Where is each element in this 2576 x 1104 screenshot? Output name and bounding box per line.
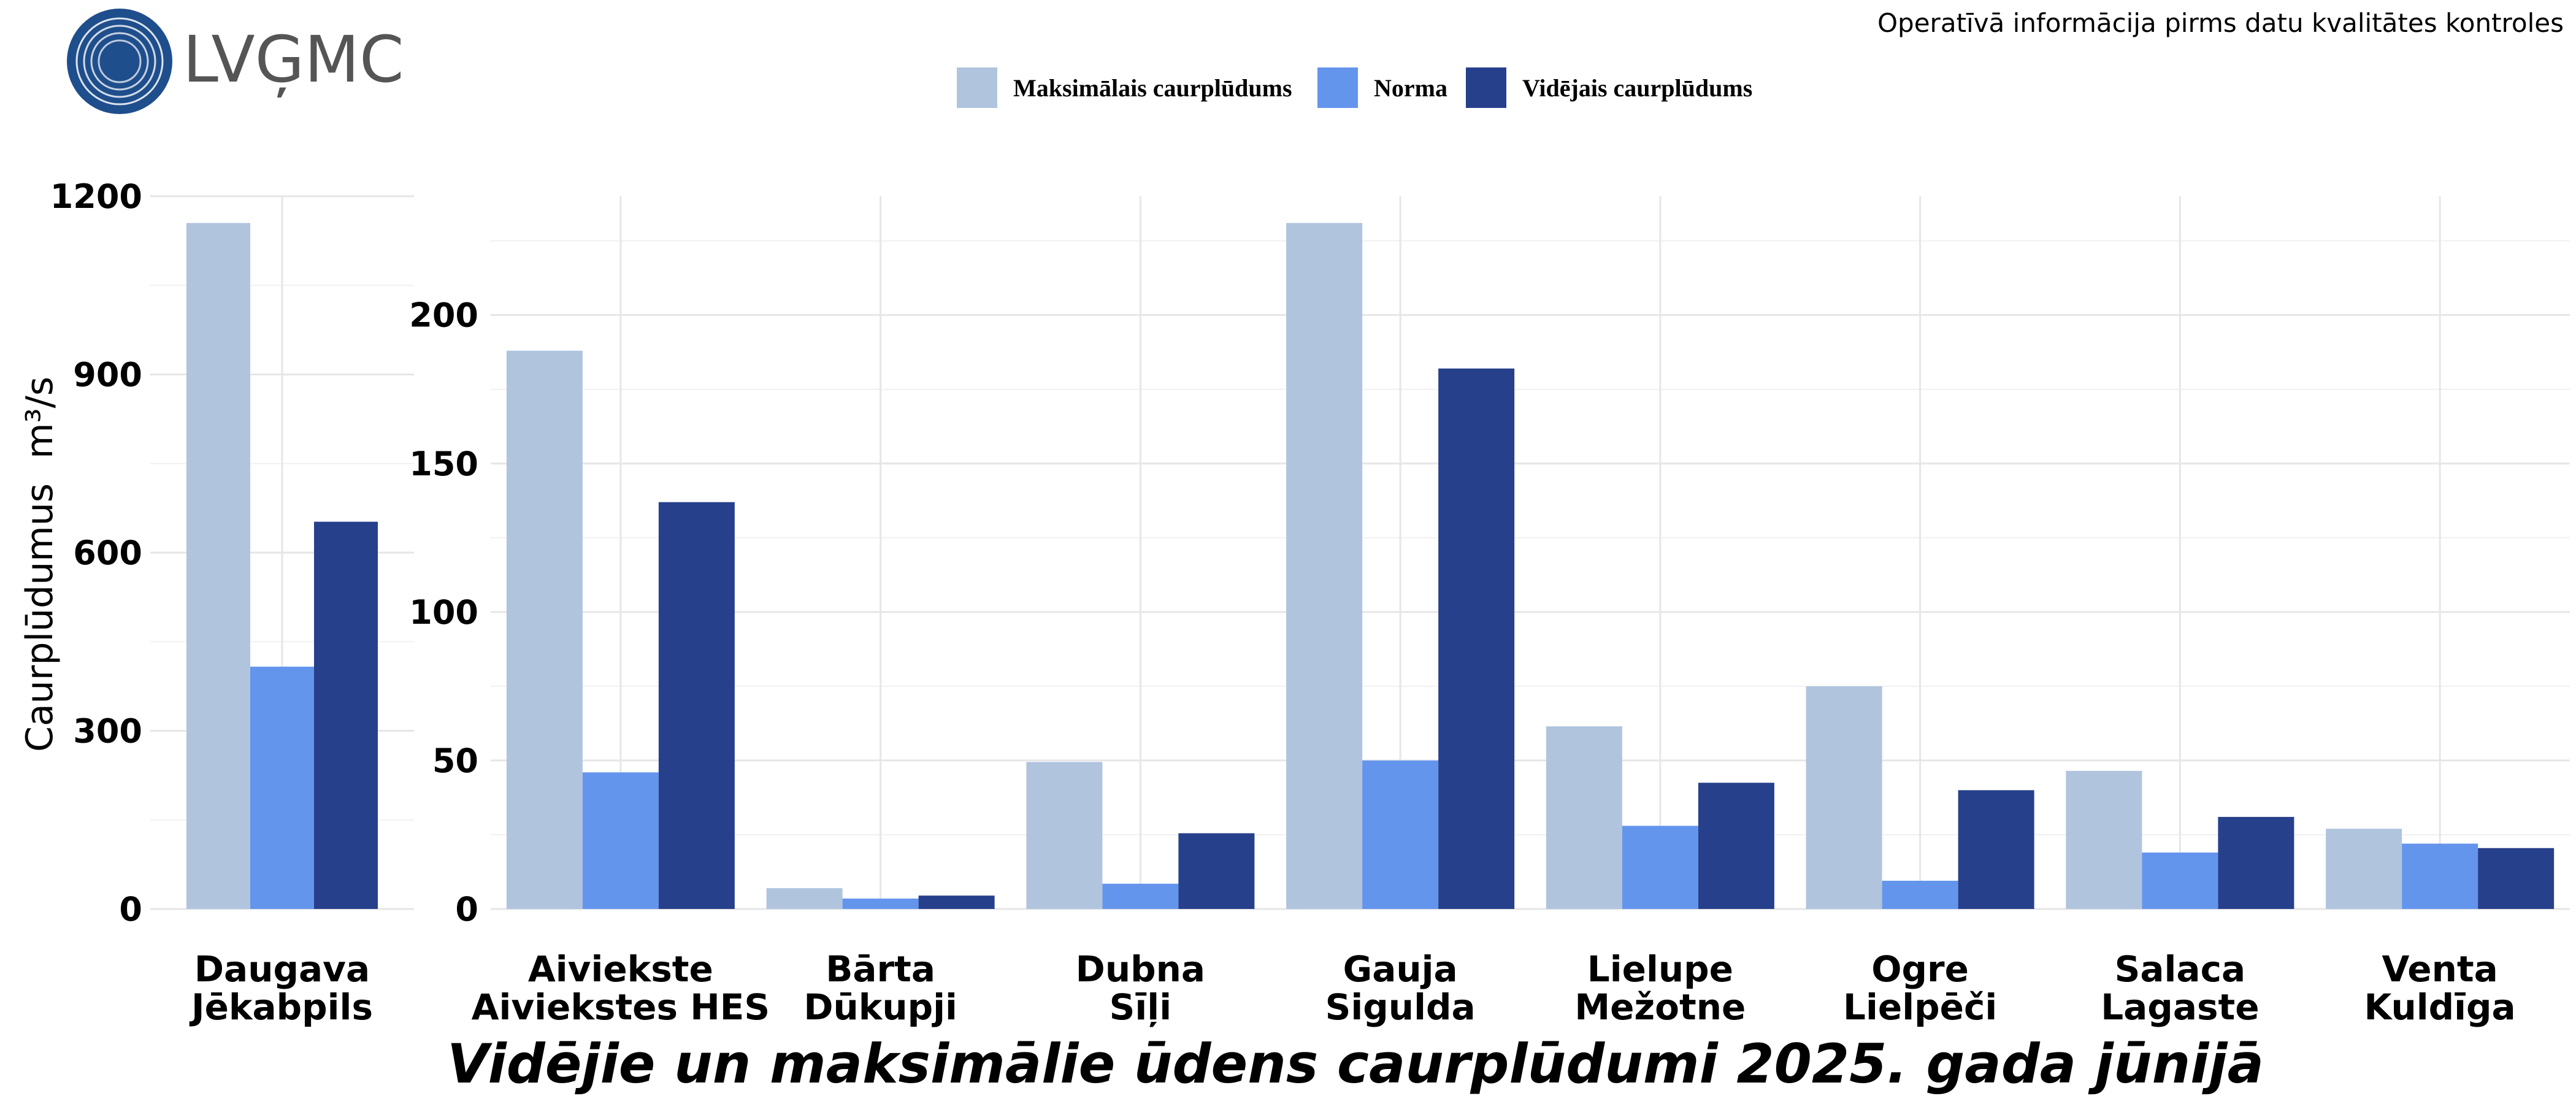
legend-swatch-avg: [1466, 67, 1506, 108]
bar: [1622, 826, 1698, 909]
bar: [314, 521, 378, 909]
bar: [1438, 368, 1515, 909]
y-tick-label: 50: [432, 742, 478, 780]
bar: [2326, 829, 2402, 909]
x-tick-label: Daugava: [194, 948, 370, 990]
x-tick-label: Mežotne: [1574, 986, 1746, 1028]
bar: [250, 666, 314, 909]
legend-label-max: Maksimālais caurplūdums: [1013, 74, 1292, 102]
x-tick-label: Aiviekstes HES: [472, 986, 770, 1028]
y-axis-unit: m³/s: [18, 377, 61, 459]
bar: [2142, 853, 2218, 909]
bar: [2478, 848, 2555, 909]
x-tick-label: Lielupe: [1587, 948, 1733, 990]
x-tick-label: Aiviekste: [528, 948, 713, 990]
bar: [918, 895, 995, 909]
y-tick-label: 1200: [50, 177, 142, 216]
bar: [1882, 881, 1958, 909]
logo-text: LVĢMC: [183, 22, 404, 98]
legend-swatch-max: [957, 67, 997, 108]
lvgmc-logo: LVĢMC: [67, 9, 404, 114]
legend-label-norm: Norma: [1374, 74, 1447, 102]
bar: [186, 223, 250, 910]
x-tick-label: Lielpēči: [1843, 986, 1997, 1028]
x-tick-label: Dūkupji: [803, 986, 957, 1028]
bar: [582, 772, 659, 909]
bar: [506, 350, 583, 909]
x-tick-label: Kuldīga: [2364, 986, 2516, 1028]
x-tick-label: Sigulda: [1325, 986, 1476, 1028]
x-tick-label: Salaca: [2115, 948, 2245, 990]
x-tick-label: Jēkabpils: [189, 986, 373, 1028]
y-tick-label: 150: [409, 445, 478, 483]
bar: [1958, 790, 2034, 909]
bar: [766, 888, 843, 909]
bar: [1286, 223, 1363, 910]
y-axis-label: Caurplūdumus m³/s: [18, 377, 61, 752]
bar: [1362, 760, 1439, 909]
bar: [1698, 783, 1774, 909]
x-tick-label: Gauja: [1343, 948, 1458, 990]
logo-emblem-icon: [67, 9, 172, 114]
legend-swatch-norm: [1317, 67, 1358, 108]
bar: [1178, 833, 1255, 909]
bar: [842, 899, 919, 909]
y-tick-label: 900: [73, 356, 142, 394]
y-axis-label-text: Caurplūdumus: [18, 483, 61, 752]
y-tick-label: 0: [119, 890, 142, 929]
bar: [2218, 816, 2294, 909]
bar: [1102, 883, 1179, 909]
x-tick-label: Sīļi: [1110, 986, 1171, 1028]
x-tick-label: Ogre: [1871, 948, 1969, 990]
data-quality-note: Operatīvā informācija pirms datu kvalitā…: [1877, 8, 2564, 38]
y-tick-label: 200: [409, 296, 478, 335]
bar: [2066, 770, 2142, 909]
chart-title: Vidējie un maksimālie ūdens caurplūdumi …: [447, 1032, 2264, 1095]
y-tick-label: 300: [73, 712, 142, 751]
x-tick-label: Venta: [2382, 948, 2498, 990]
x-tick-label: Lagaste: [2101, 986, 2259, 1028]
bar: [1546, 726, 1622, 909]
y-tick-label: 0: [455, 890, 478, 929]
bar: [2402, 843, 2478, 909]
bar: [1806, 686, 1882, 909]
x-tick-label: Bārta: [826, 948, 935, 990]
bar: [1026, 762, 1103, 909]
legend: Maksimālais caurplūdums Norma Vidējais c…: [957, 67, 1752, 108]
y-tick-label: 100: [409, 593, 478, 632]
legend-label-avg: Vidējais caurplūdums: [1522, 74, 1752, 102]
bar: [658, 502, 735, 909]
y-tick-label: 600: [73, 534, 142, 572]
x-tick-label: Dubna: [1076, 948, 1205, 990]
